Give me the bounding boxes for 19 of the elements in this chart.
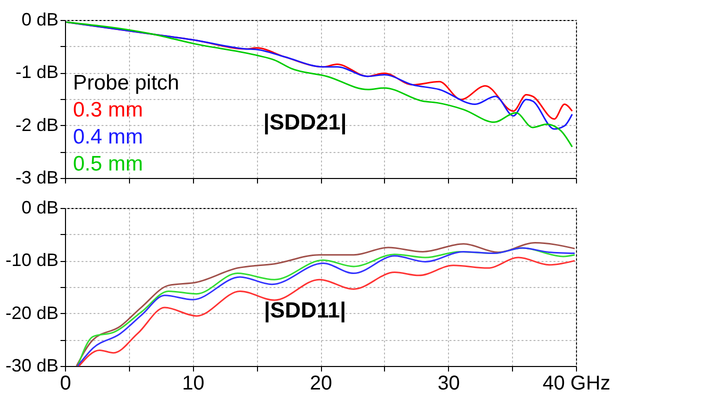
y-tick-label: -10 dB [5, 250, 58, 270]
y-tick-label: -3 dB [15, 168, 58, 188]
x-tick-label: 40 GHz [542, 372, 610, 394]
y-tick-label: -30 dB [5, 356, 58, 376]
x-tick-label: 20 [310, 372, 332, 394]
text: 0.5 mm [73, 152, 144, 176]
text: 0.4 mm [73, 125, 144, 148]
y-tick-label: 0 dB [21, 198, 58, 218]
legend-title: Probe pitch [73, 71, 180, 94]
annotation: |SDD11| [264, 298, 346, 323]
x-tick-label: 30 [438, 372, 460, 394]
y-tick-label: -2 dB [15, 114, 58, 135]
annotation: |SDD21| [263, 110, 347, 135]
y-tick-label: -1 dB [15, 62, 58, 82]
x-tick-label: 10 [182, 372, 204, 394]
y-tick-label: 0 dB [21, 10, 58, 30]
y-tick-label: -20 dB [5, 302, 58, 323]
text: 0.3 mm [73, 98, 144, 122]
x-tick-label: 0 [60, 372, 72, 394]
